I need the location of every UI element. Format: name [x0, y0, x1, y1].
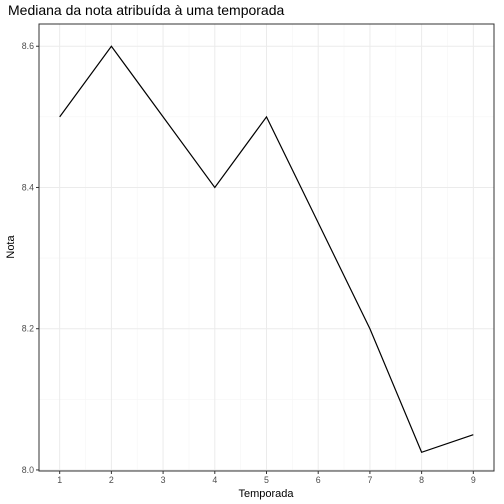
x-tick-label: 5 [264, 475, 269, 485]
chart-title: Mediana da nota atribuída à uma temporad… [8, 2, 285, 18]
x-axis-title: Temporada [238, 488, 294, 500]
x-tick-label: 3 [161, 475, 166, 485]
x-tick-label: 9 [471, 475, 476, 485]
y-tick-label: 8.4 [22, 182, 34, 192]
x-tick-label: 6 [316, 475, 321, 485]
x-tick-label: 2 [109, 475, 114, 485]
y-axis-title: Nota [5, 235, 17, 259]
y-tick-label: 8.2 [22, 324, 34, 334]
series-line [59, 45, 474, 454]
y-tick-label: 8.6 [22, 41, 34, 51]
grid-lines [39, 24, 494, 471]
x-axis: 1 2 3 4 5 6 7 8 9 [57, 471, 476, 485]
y-tick-label: 8.0 [22, 465, 34, 475]
x-tick-label: 1 [57, 475, 62, 485]
y-axis: 8.0 8.2 8.4 8.6 [22, 41, 39, 475]
x-tick-label: 4 [212, 475, 217, 485]
x-tick-label: 8 [419, 475, 424, 485]
x-tick-label: 7 [367, 475, 372, 485]
